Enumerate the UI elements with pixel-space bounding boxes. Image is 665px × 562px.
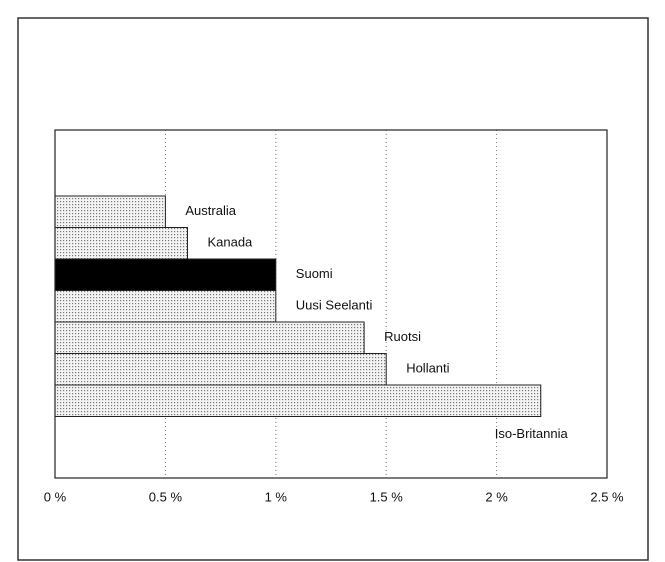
bar — [54, 258, 277, 291]
x-tick-label: 1 % — [265, 489, 288, 504]
bar — [54, 353, 387, 386]
bar-label: Uusi Seelanti — [296, 298, 373, 313]
x-tick-label: 1.5 % — [370, 489, 404, 504]
x-tick-label: 0.5 % — [149, 489, 183, 504]
bar — [54, 290, 277, 323]
bar-label: Hollanti — [406, 361, 449, 376]
x-tick-label: 2 % — [485, 489, 508, 504]
x-tick-label: 2.5 % — [590, 489, 624, 504]
bar-label: Kanada — [207, 235, 253, 250]
bar — [54, 321, 365, 354]
bar-label: Australia — [185, 203, 236, 218]
bar-label: Ruotsi — [384, 329, 421, 344]
bars — [54, 195, 542, 417]
bar — [54, 195, 166, 228]
bar — [54, 227, 188, 260]
bar-label: Iso-Britannia — [495, 426, 569, 441]
bar-label: Suomi — [296, 266, 333, 281]
x-tick-label: 0 % — [44, 489, 67, 504]
plot-area — [54, 129, 608, 479]
bar — [54, 384, 542, 417]
frame — [17, 17, 649, 561]
